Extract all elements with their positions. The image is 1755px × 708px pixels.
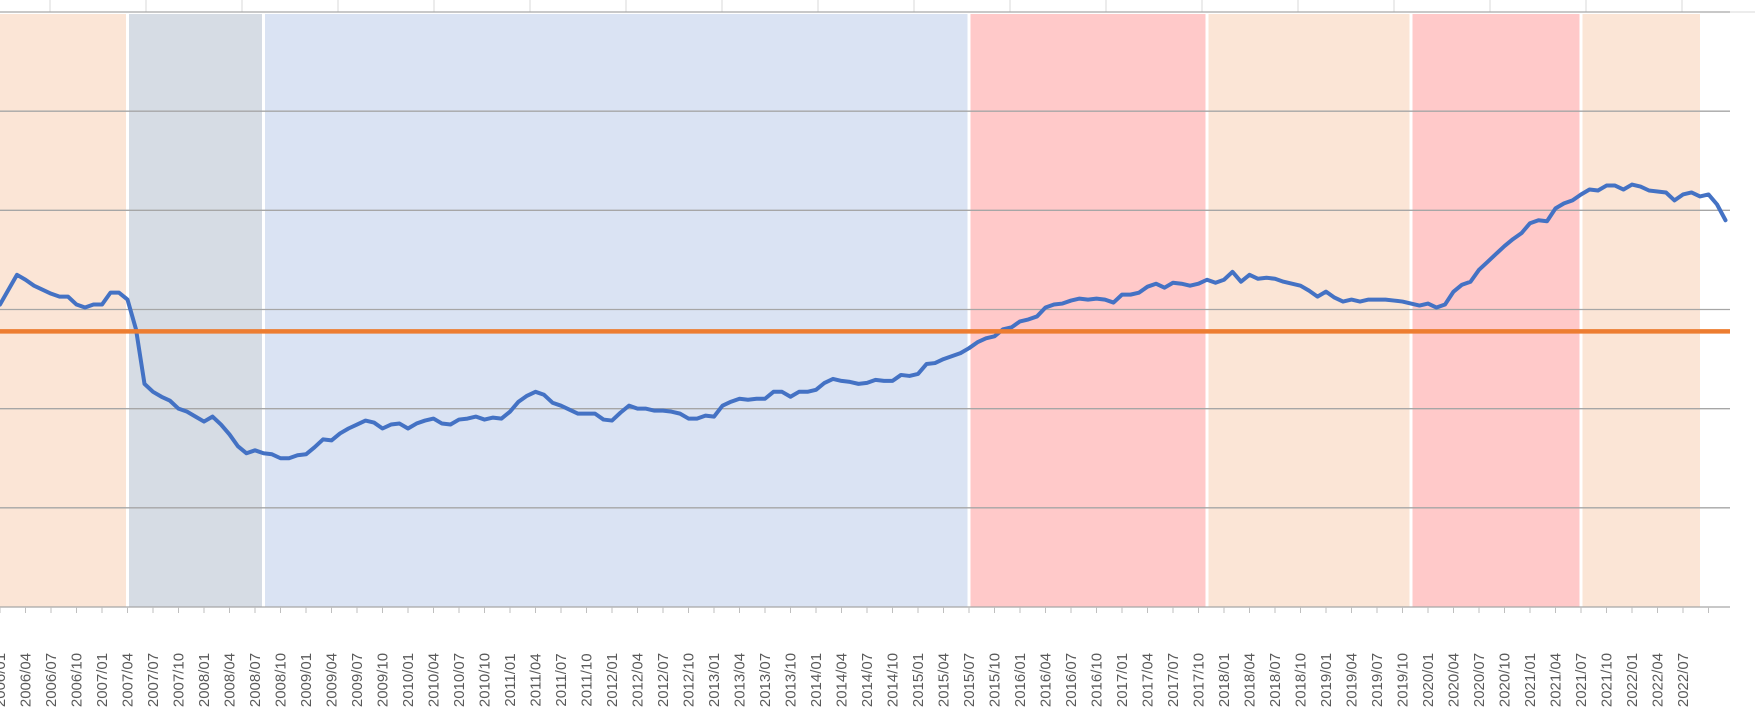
x-tick-label: 2021/10 [1599,653,1616,707]
x-tick-label: 2014/07 [859,653,876,707]
x-tick-label: 2022/04 [1650,653,1667,707]
x-tick-label: 2012/01 [604,653,621,707]
x-tick-label: 2020/04 [1446,653,1463,707]
x-tick-label: 2016/04 [1038,653,1055,707]
x-tick-label: 2012/04 [630,653,647,707]
x-tick-labels: 2006/01 2006/04 2006/07 2006/10 2007/01 2007/… [0,653,1692,707]
x-tick-label: 2006/01 [0,653,9,707]
x-tick-label: 2017/01 [1114,653,1131,707]
x-tick-label: 2011/04 [528,653,545,706]
x-tick-label: 2008/07 [247,653,264,707]
shaded-period [1411,14,1581,607]
x-tick-label: 2006/07 [43,653,60,707]
x-tick-label: 2022/01 [1624,653,1641,707]
x-tick-label: 2017/10 [1191,653,1208,707]
x-tick-label: 2016/07 [1063,653,1080,707]
x-tick-label: 2019/07 [1369,653,1386,707]
x-tick-label: 2008/01 [196,653,213,707]
x-tick-label: 2008/10 [273,653,290,707]
x-tick-label: 2019/04 [1344,653,1361,707]
x-tick-label: 2014/01 [808,653,825,707]
x-tick-label: 2010/04 [426,653,443,707]
x-tick-label: 2018/01 [1216,653,1233,707]
shaded-periods [0,14,1700,607]
series-lines [0,182,1730,461]
x-tick-label: 2018/07 [1267,653,1284,707]
x-tick-label: 2010/01 [400,653,417,707]
x-tick-label: 2006/10 [69,653,86,707]
x-tick-label: 2015/04 [936,653,953,707]
x-tick-label: 2014/04 [834,653,851,707]
shaded-period [263,14,969,607]
x-tick-label: 2018/10 [1293,653,1310,707]
x-tick-label: 2009/01 [298,653,315,707]
x-tick-label: 2017/04 [1140,653,1157,707]
x-tick-label: 2016/01 [1012,653,1029,707]
x-tick-label: 2012/07 [655,653,672,707]
shaded-period [1581,14,1700,607]
x-tick-label: 2020/10 [1497,653,1514,707]
x-tick-label: 2011/07 [553,653,570,706]
x-tick-label: 2018/04 [1242,653,1259,707]
x-tick-label: 2022/07 [1675,653,1692,707]
top-strip-bg [0,0,1755,12]
x-tick-label: 2015/10 [987,653,1004,707]
y-gridlines [0,11,1730,608]
x-tick-label: 2013/10 [783,653,800,707]
x-tick-label: 2021/01 [1522,653,1539,707]
top-strip [0,0,1755,13]
x-tick-label: 2006/04 [18,653,35,707]
x-tick-label: 2021/07 [1573,653,1590,707]
x-tick-label: 2015/07 [961,653,978,707]
x-tick-label: 2017/07 [1165,653,1182,707]
x-tick-label: 2020/07 [1471,653,1488,707]
x-tick-label: 2020/01 [1420,653,1437,707]
x-tick-label: 2010/10 [477,653,494,707]
x-tick-label: 2011/01 [502,653,519,706]
x-tick-label: 2007/07 [145,653,162,707]
x-tick-label: 2010/07 [451,653,468,707]
x-tick-label: 2012/10 [681,653,698,707]
x-tick-label: 2019/01 [1318,653,1335,707]
x-tick-label: 2007/04 [120,653,137,707]
x-tick-label: 2014/10 [885,653,902,707]
x-tick-label: 2011/10 [579,653,596,706]
x-tick-label: 2013/07 [757,653,774,707]
x-tick-label: 2013/04 [732,653,749,707]
x-tick-label: 2009/07 [349,653,366,707]
x-tick-label: 2009/04 [324,653,341,707]
x-tick-label: 2013/01 [706,653,723,707]
x-tick-label: 2007/10 [171,653,188,707]
x-tick-label: 2008/04 [222,653,239,707]
x-tick-label: 2009/10 [375,653,392,707]
shaded-period [1207,14,1411,607]
series-line-blue [0,182,1728,461]
x-tick-label: 2021/04 [1548,653,1565,707]
shaded-period [969,14,1207,607]
x-axis [0,607,1709,613]
x-tick-label: 2015/01 [910,653,927,707]
x-tick-label: 2007/01 [94,653,111,707]
x-tick-label: 2016/10 [1089,653,1106,707]
x-tick-label: 2019/10 [1395,653,1412,707]
shaded-period [127,14,264,607]
shaded-period [0,14,128,607]
